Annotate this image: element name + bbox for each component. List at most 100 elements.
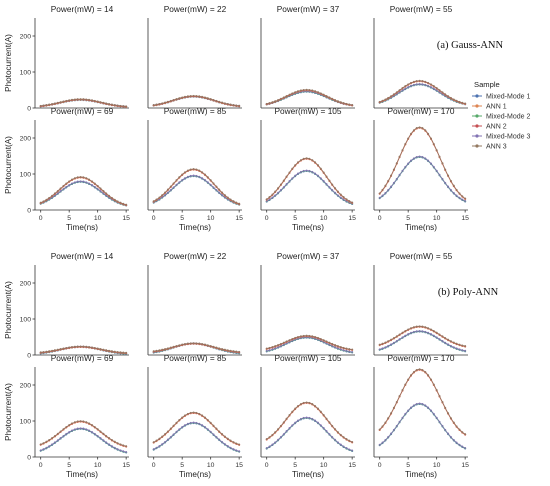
data-point [189, 342, 192, 345]
x-tick-label: 5 [406, 215, 410, 222]
data-point [232, 441, 235, 444]
data-point [238, 104, 241, 107]
data-point [113, 104, 116, 106]
data-point [96, 187, 99, 190]
data-point [85, 98, 88, 101]
data-point [410, 132, 412, 135]
data-point [42, 104, 45, 107]
x-tick-label: 15 [461, 215, 469, 222]
series-line-mixed-mode-1 [153, 96, 240, 107]
data-point [430, 86, 432, 88]
data-point [91, 346, 93, 349]
data-point [294, 174, 297, 177]
data-point [308, 88, 311, 91]
data-point [201, 424, 204, 427]
data-point [291, 337, 294, 340]
data-point [229, 446, 232, 449]
data-point [65, 346, 68, 349]
data-point [424, 326, 427, 329]
legend-marker-4 [475, 134, 479, 138]
data-point [51, 103, 54, 105]
data-point [348, 348, 351, 350]
data-point [178, 181, 181, 184]
data-point [322, 171, 325, 174]
data-point [235, 442, 238, 445]
data-point [294, 91, 297, 94]
data-point [410, 374, 412, 377]
data-point [195, 174, 198, 177]
data-point [345, 447, 348, 449]
data-point [82, 345, 85, 348]
data-point [186, 412, 189, 415]
data-point [175, 344, 178, 347]
x-tick-label: 15 [235, 215, 243, 222]
data-point [164, 348, 167, 350]
data-point [218, 191, 221, 194]
data-point [381, 425, 384, 428]
series-line-mixed-mode-1 [379, 84, 466, 105]
panel-0-3: Power(mW) = 55 [373, 4, 468, 109]
data-point [317, 421, 319, 424]
data-point [175, 179, 178, 182]
data-point [441, 162, 444, 165]
data-point [271, 433, 274, 436]
data-point [218, 100, 221, 103]
data-point [395, 91, 398, 94]
data-point [424, 83, 427, 86]
data-point [378, 196, 381, 199]
data-point [192, 94, 195, 97]
data-point [184, 95, 186, 98]
data-point [308, 334, 311, 337]
data-point [206, 428, 209, 431]
panel-1-0: Power(mW) = 14 0 100 200 Photocurrent(A) [4, 251, 129, 359]
data-point [113, 198, 116, 201]
data-point [48, 103, 51, 106]
data-point [424, 129, 427, 132]
data-point [73, 428, 76, 431]
series-line-mixed-mode-1 [266, 170, 353, 205]
data-point [39, 104, 42, 107]
data-point [184, 343, 186, 345]
data-point [458, 192, 461, 195]
data-point [438, 173, 441, 176]
series-line-mixed-mode-3 [379, 83, 466, 105]
data-point [184, 414, 186, 417]
data-point [119, 104, 122, 107]
data-point [447, 432, 450, 435]
data-point [206, 344, 209, 347]
data-point [348, 439, 351, 442]
data-point [302, 334, 305, 337]
data-point [407, 409, 410, 412]
data-point [351, 449, 354, 452]
data-point [415, 83, 418, 86]
data-point [412, 129, 415, 132]
data-point [198, 342, 201, 345]
data-point [175, 430, 178, 433]
data-point [302, 88, 305, 91]
data-point [305, 88, 308, 91]
data-point [288, 93, 291, 96]
data-point [65, 182, 68, 185]
data-point [449, 417, 452, 420]
data-point [212, 345, 215, 348]
data-point [204, 416, 206, 419]
data-point [76, 345, 79, 348]
data-point [68, 346, 71, 349]
data-point [432, 412, 435, 415]
x-axis-label: Time(ns) [405, 223, 437, 232]
data-point [215, 188, 218, 191]
data-point [464, 433, 467, 436]
data-point [299, 159, 302, 162]
data-point [221, 191, 224, 194]
data-point [119, 449, 122, 452]
x-axis-label: Time(ns) [66, 470, 98, 479]
legend-marker-2 [475, 114, 479, 118]
data-point [395, 335, 398, 338]
data-point [53, 102, 56, 105]
data-point [430, 83, 432, 86]
data-point [277, 99, 280, 101]
data-point [161, 443, 164, 446]
data-point [314, 172, 317, 175]
data-point [395, 177, 398, 180]
data-point [444, 93, 447, 96]
